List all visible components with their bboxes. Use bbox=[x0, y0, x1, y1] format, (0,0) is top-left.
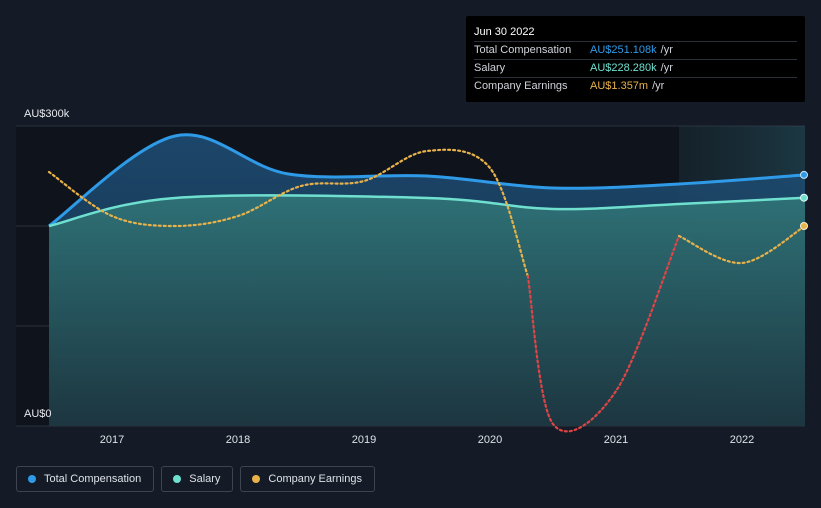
tooltip-label: Company Earnings bbox=[474, 80, 568, 92]
total-compensation-line bbox=[48, 133, 806, 228]
tooltip-date: Jun 30 2022 bbox=[474, 26, 535, 38]
legend-label: Total Compensation bbox=[44, 473, 142, 485]
tooltip-unit: /yr bbox=[652, 80, 665, 92]
company-earnings-endpoint[interactable] bbox=[800, 222, 808, 230]
x-tick-label: 2017 bbox=[100, 434, 124, 446]
salary-endpoint[interactable] bbox=[800, 193, 808, 202]
x-tick-label: 2019 bbox=[352, 434, 376, 446]
company-earnings-dip-segment bbox=[526, 234, 681, 433]
legend-label: Company Earnings bbox=[268, 473, 362, 485]
company-earnings-segment bbox=[677, 224, 807, 265]
tooltip-label: Total Compensation bbox=[474, 44, 572, 56]
x-axis-ticks: 2017 2018 2019 2020 2021 2022 bbox=[100, 434, 754, 446]
tooltip-row-salary: Salary AU$228.280k /yr bbox=[474, 59, 797, 77]
salary-area bbox=[49, 195, 805, 426]
total-compensation-endpoint[interactable] bbox=[800, 170, 808, 179]
legend-dot-icon bbox=[28, 475, 36, 483]
company-earnings-segment bbox=[47, 148, 529, 278]
x-tick-label: 2022 bbox=[730, 434, 754, 446]
tooltip-unit: /yr bbox=[660, 62, 673, 74]
tooltip-row-company-earnings: Company Earnings AU$1.357m /yr bbox=[474, 77, 797, 95]
legend-salary[interactable]: Salary bbox=[161, 466, 234, 492]
legend-total-compensation[interactable]: Total Compensation bbox=[16, 466, 155, 492]
tooltip-value: AU$228.280k bbox=[590, 62, 657, 74]
tooltip-row-total-compensation: Total Compensation AU$251.108k /yr bbox=[474, 41, 797, 59]
y-axis-max-label: AU$300k bbox=[24, 108, 70, 120]
y-axis-min-label: AU$0 bbox=[24, 408, 52, 420]
x-tick-label: 2021 bbox=[604, 434, 628, 446]
chart-tooltip: Jun 30 2022 Total Compensation AU$251.10… bbox=[466, 16, 805, 102]
x-tick-label: 2020 bbox=[478, 434, 502, 446]
salary-line bbox=[48, 194, 806, 228]
tooltip-unit: /yr bbox=[660, 44, 673, 56]
chart-legend: Total Compensation Salary Company Earnin… bbox=[16, 466, 375, 492]
legend-dot-icon bbox=[252, 475, 261, 483]
legend-label: Salary bbox=[189, 473, 221, 485]
tooltip-value: AU$251.108k bbox=[590, 44, 657, 56]
company-earnings-line bbox=[47, 148, 807, 433]
legend-company-earnings[interactable]: Company Earnings bbox=[240, 466, 375, 492]
legend-dot-icon bbox=[173, 475, 182, 483]
x-tick-label: 2018 bbox=[226, 434, 250, 446]
tooltip-label: Salary bbox=[474, 62, 506, 74]
tooltip-value: AU$1.357m bbox=[590, 80, 649, 92]
